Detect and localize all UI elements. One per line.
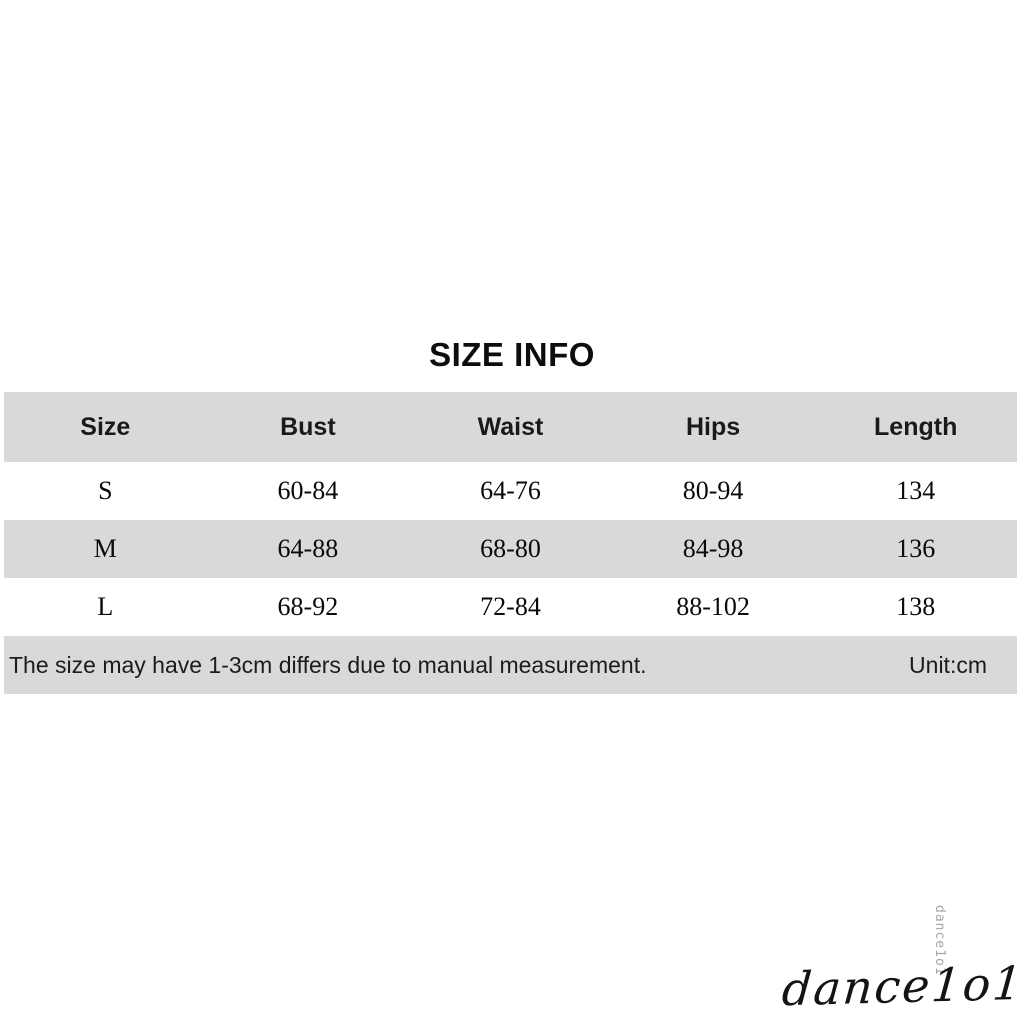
header-cell-hips: Hips (686, 412, 741, 441)
table-row-l: L 68-92 72-84 88-102 138 (4, 578, 1017, 636)
page-title: SIZE INFO (429, 336, 595, 373)
cell-waist: 72-84 (480, 592, 541, 621)
cell-hips: 88-102 (676, 592, 750, 621)
cell-size: S (98, 476, 113, 505)
measurement-note: The size may have 1-3cm differs due to m… (9, 651, 647, 678)
table-row-s: S 60-84 64-76 80-94 134 (4, 462, 1017, 520)
cell-length: 134 (896, 476, 936, 505)
cell-length: 138 (896, 592, 936, 621)
cell-bust: 60-84 (277, 476, 339, 505)
cell-size: M (93, 534, 117, 563)
table-header-row: Size Bust Waist Hips Length (4, 392, 1017, 462)
size-table: Size Bust Waist Hips Length S 60-84 64-7… (4, 392, 1017, 694)
cell-hips: 84-98 (682, 534, 744, 563)
header-cell-bust: Bust (280, 412, 336, 441)
table-row-m: M 64-88 68-80 84-98 136 (4, 520, 1017, 578)
header-cell-length: Length (874, 412, 958, 441)
cell-hips: 80-94 (682, 476, 744, 505)
cell-bust: 64-88 (277, 534, 339, 563)
vertical-watermark: dance1o1 (932, 905, 947, 976)
cell-bust: 68-92 (277, 592, 339, 621)
header-cell-waist: Waist (477, 412, 544, 441)
signature-watermark: dance1o1 (780, 955, 1024, 1017)
cell-waist: 68-80 (480, 534, 541, 563)
unit-label: Unit:cm (909, 651, 987, 678)
cell-size: L (97, 592, 114, 621)
cell-waist: 64-76 (480, 476, 541, 505)
table-footer-row: The size may have 1-3cm differs due to m… (4, 636, 1017, 694)
cell-length: 136 (896, 534, 936, 563)
header-cell-size: Size (80, 412, 131, 441)
